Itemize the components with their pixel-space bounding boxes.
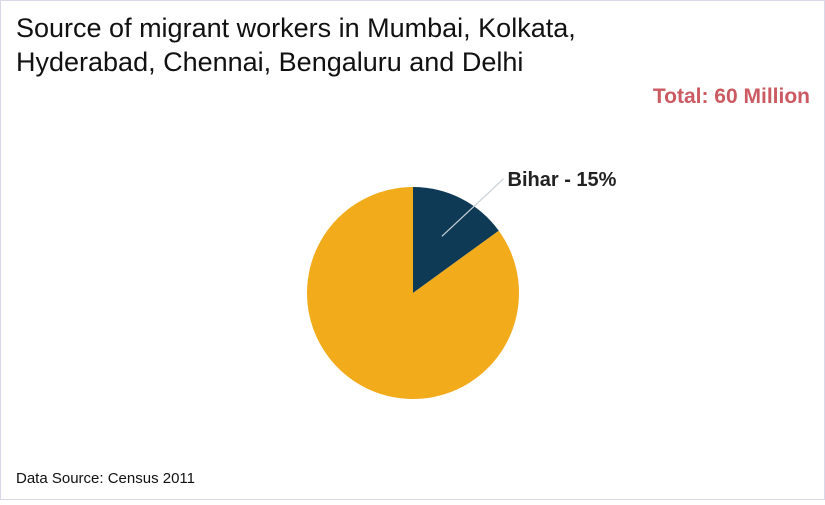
pie-slice bbox=[307, 187, 519, 399]
data-label: Bihar - 15% bbox=[508, 169, 617, 191]
pie-slice bbox=[413, 187, 499, 293]
chart-subtitle: Total: 60 Million bbox=[653, 85, 810, 108]
chart-title: Source of migrant workers in Mumbai, Kol… bbox=[16, 13, 576, 43]
leader-line bbox=[441, 178, 504, 237]
chart-title: Hyderabad, Chennai, Bengaluru and Delhi bbox=[16, 47, 523, 77]
source-note: Data Source: Census 2011 bbox=[16, 470, 195, 487]
